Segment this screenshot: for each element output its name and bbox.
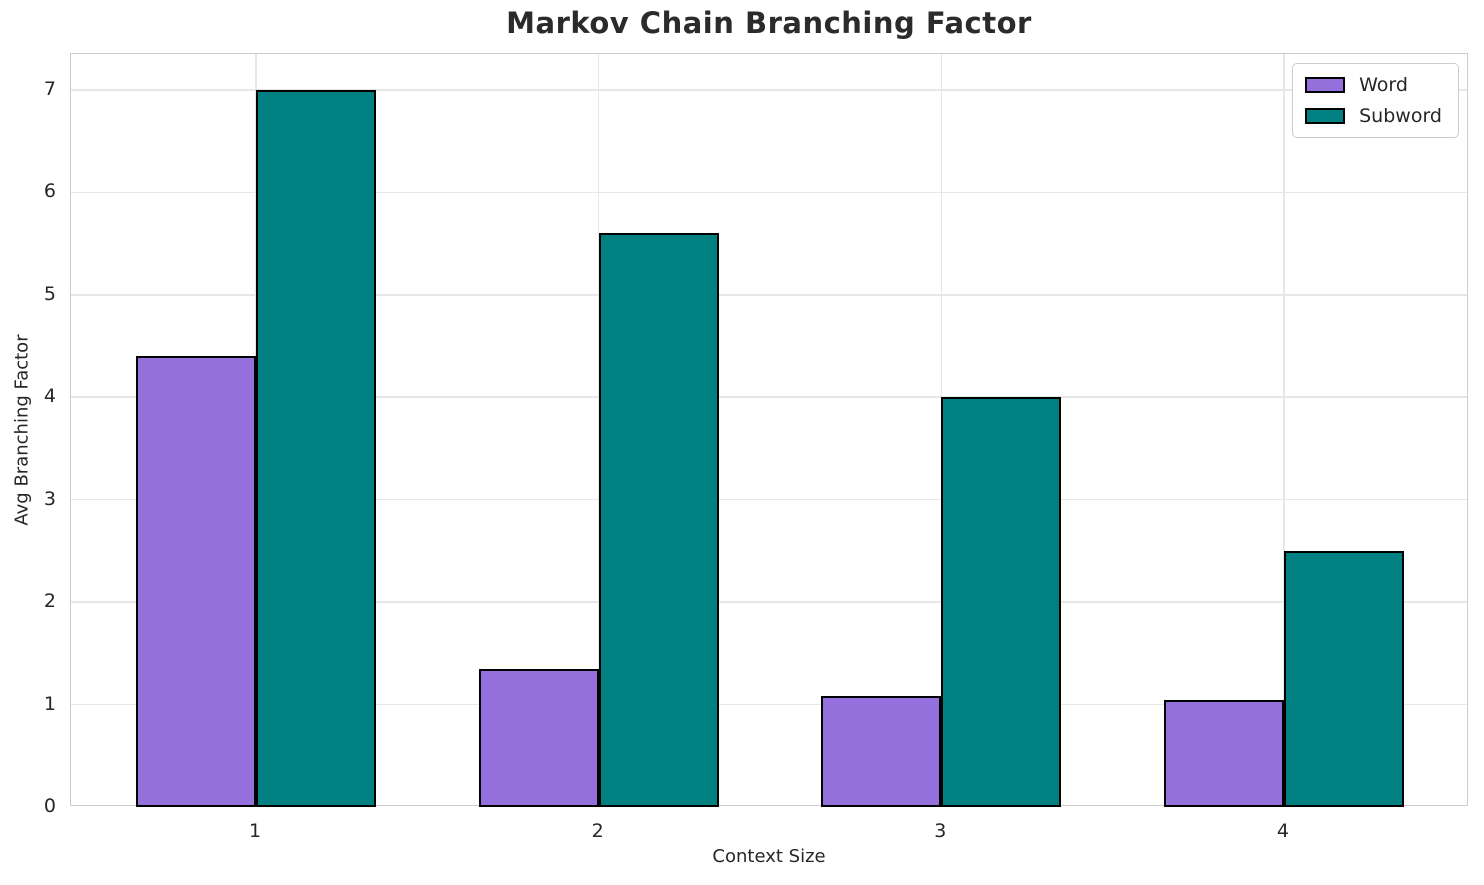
x-tick-label-2: 2: [591, 820, 604, 842]
y-tick-label-5: 5: [43, 282, 56, 305]
y-tick-label-4: 4: [43, 385, 56, 408]
y-tick-label-0: 0: [43, 795, 56, 817]
x-tick-label-4: 4: [1276, 820, 1290, 842]
y-tick-label-6: 6: [43, 180, 56, 203]
gridline-x-4: [1283, 54, 1285, 805]
gridline-y-5: [71, 294, 1467, 296]
bar-subword-4: [1283, 550, 1404, 807]
chart-title: Markov Chain Branching Factor: [506, 6, 1032, 40]
legend: Word Subword: [1292, 63, 1459, 138]
gridline-y-3: [71, 498, 1467, 501]
gridline-y-4: [71, 396, 1467, 398]
gridline-y-7: [71, 89, 1467, 91]
x-tick-label-3: 3: [934, 820, 947, 842]
bar-word-4: [1164, 700, 1284, 807]
bar-word-3: [821, 696, 942, 807]
gridline-y-2: [71, 601, 1467, 603]
bar-word-1: [136, 356, 257, 807]
y-tick-label-2: 2: [43, 590, 56, 613]
bar-subword-2: [598, 233, 719, 807]
x-tick-label-1: 1: [248, 820, 262, 842]
plot-area: Word Subword: [70, 53, 1468, 807]
gridline-y-1: [71, 703, 1467, 706]
y-tick-label-1: 1: [43, 692, 56, 715]
legend-item-word: Word: [1305, 74, 1442, 96]
legend-swatch-word: [1305, 77, 1346, 93]
legend-label-word: Word: [1359, 74, 1408, 96]
gridline-y-6: [71, 191, 1467, 194]
y-tick-label-7: 7: [43, 77, 56, 100]
legend-item-subword: Subword: [1305, 105, 1442, 127]
legend-swatch-subword: [1305, 108, 1346, 124]
x-axis-label: Context Size: [712, 846, 826, 867]
bar-word-2: [478, 668, 599, 807]
y-tick-label-3: 3: [43, 487, 56, 510]
legend-label-subword: Subword: [1359, 105, 1442, 127]
bar-subword-1: [256, 89, 376, 807]
bar-subword-3: [941, 397, 1062, 807]
